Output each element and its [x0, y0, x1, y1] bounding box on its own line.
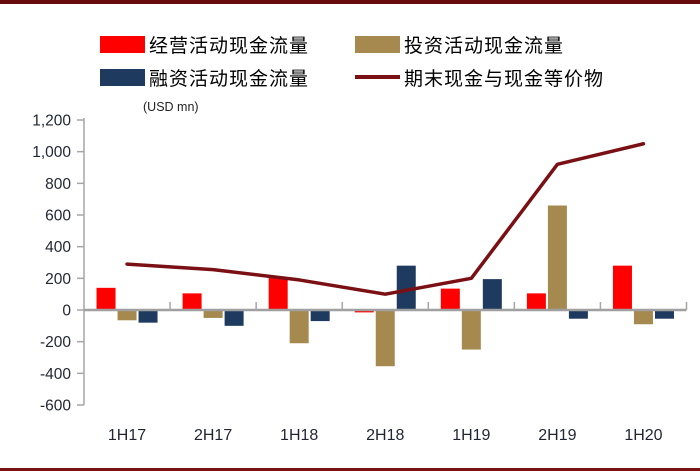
y-axis-tick-label: 600: [45, 208, 71, 225]
legend-swatch-investing: [355, 35, 400, 53]
bar-1H17-series0: [96, 287, 116, 310]
y-axis-tick-label: 0: [62, 303, 71, 320]
bar-2H17-series2: [224, 310, 244, 326]
bar-1H19-series1: [461, 310, 481, 350]
bar-1H19-series0: [440, 288, 460, 310]
y-axis-tick-label: -200: [40, 334, 71, 351]
bar-2H19-series0: [526, 293, 546, 310]
chart-legend: 经营活动现金流量 投资活动现金流量 融资活动现金流量 期末现金与现金等价物: [100, 33, 605, 90]
y-axis-tick-label: 1,000: [32, 144, 71, 161]
bar-1H20-series0: [612, 265, 632, 310]
x-axis-label: 1H17: [108, 427, 146, 444]
bar-1H17-series1: [117, 310, 137, 321]
end-cash-line: [125, 142, 646, 296]
y-axis-tick-label: -600: [40, 398, 71, 415]
legend-item-operating: 经营活动现金流量: [100, 33, 355, 57]
bar-1H20-series2: [654, 310, 674, 319]
y-axis-tick-label: 800: [45, 176, 71, 193]
x-axis-label: 1H20: [624, 427, 662, 444]
page-bottom-border: [0, 468, 700, 471]
bar-1H17-series2: [138, 310, 158, 323]
legend-item-investing: 投资活动现金流量: [355, 33, 604, 57]
x-axis-label: 1H18: [280, 427, 318, 444]
legend-label-investing: 投资活动现金流量: [404, 34, 565, 57]
bar-2H18-series1: [375, 310, 395, 367]
bar-2H18-series2: [396, 265, 416, 310]
bar-2H17-series0: [182, 293, 202, 310]
bar-2H17-series1: [203, 310, 223, 318]
page-top-border: [0, 0, 700, 4]
y-axis-unit-label: (USD mn): [143, 100, 199, 114]
x-axis-label: 2H18: [366, 427, 404, 444]
legend-label-operating: 经营活动现金流量: [149, 34, 310, 57]
legend-label-end-cash: 期末现金与现金等价物: [404, 67, 605, 90]
legend-swatch-end-cash: [355, 75, 400, 79]
bar-1H20-series1: [633, 310, 653, 325]
bar-2H19-series1: [547, 205, 567, 310]
legend-item-end-cash: 期末现金与现金等价物: [355, 66, 605, 90]
y-axis-tick-label: 200: [45, 271, 71, 288]
bar-1H18-series0: [268, 277, 288, 310]
legend-swatch-operating: [100, 35, 145, 53]
bar-1H18-series2: [310, 310, 330, 322]
bar-2H19-series2: [568, 310, 588, 319]
x-axis-label: 2H19: [538, 427, 576, 444]
x-axis-label: 1H19: [452, 427, 490, 444]
bar-1H19-series2: [482, 279, 502, 310]
legend-swatch-financing: [100, 68, 145, 86]
legend-item-financing: 融资活动现金流量: [100, 66, 355, 90]
y-axis-tick-label: -400: [40, 366, 71, 383]
bar-1H18-series1: [289, 310, 309, 344]
y-axis-tick-label: 400: [45, 239, 71, 256]
legend-label-financing: 融资活动现金流量: [149, 67, 310, 90]
x-axis-label: 2H17: [194, 427, 232, 444]
y-axis-tick-label: 1,200: [32, 113, 71, 130]
